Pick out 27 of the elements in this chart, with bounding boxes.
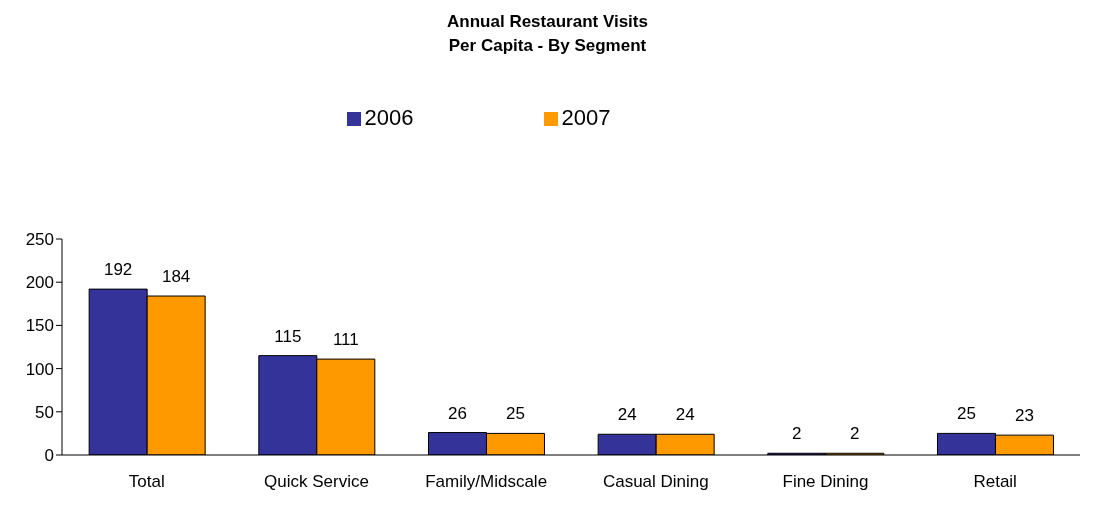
data-label: 2 (792, 424, 802, 444)
x-tick-label: Quick Service (264, 472, 369, 492)
data-label: 192 (103, 260, 133, 280)
data-label: 184 (161, 267, 191, 287)
x-tick-label: Casual Dining (602, 472, 709, 492)
data-label: 25 (506, 404, 525, 424)
data-label: 111 (332, 330, 359, 350)
legend-label: 2006 (364, 105, 414, 130)
y-tick-label: 200 (25, 273, 54, 293)
data-label: 23 (1015, 406, 1034, 426)
legend-label: 2007 (561, 105, 611, 130)
data-label: 24 (675, 405, 695, 425)
x-tick-label: Retail (973, 472, 1017, 492)
y-tick-label: 50 (35, 402, 54, 422)
y-tick-label: 0 (44, 446, 54, 466)
data-label: 2 (850, 424, 860, 444)
chart-title: Annual Restaurant Visits Per Capita - By Segment (446, 11, 649, 57)
data-label: 26 (448, 403, 467, 423)
x-tick-label: Fine Dining (782, 472, 869, 492)
y-tick-label: 250 (25, 230, 54, 250)
y-tick-label: 150 (25, 316, 54, 336)
data-label: 115 (274, 326, 302, 346)
x-tick-label: Family/Midscale (425, 472, 548, 492)
x-tick-label: Total (128, 472, 165, 492)
y-tick-label: 100 (25, 359, 54, 379)
data-label: 24 (617, 405, 637, 425)
data-label: 25 (957, 404, 976, 424)
